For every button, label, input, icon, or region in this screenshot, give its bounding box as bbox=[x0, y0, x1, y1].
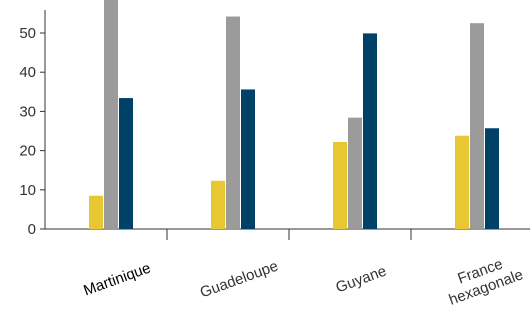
y-tick-label: 50 bbox=[19, 25, 36, 42]
bar-2-martinique bbox=[104, 0, 118, 229]
x-category-label: Martinique bbox=[81, 260, 153, 300]
bar-1-guyane bbox=[333, 141, 347, 229]
bar-1-martinique bbox=[89, 195, 103, 229]
x-category-label: Guyane bbox=[334, 262, 389, 296]
y-tick-label: 30 bbox=[19, 103, 36, 120]
y-tick-label: 40 bbox=[19, 64, 36, 81]
bar-1-guadeloupe bbox=[211, 180, 225, 229]
bar-2-france-hexagonale bbox=[470, 23, 484, 229]
x-category-label: Guadeloupe bbox=[198, 258, 281, 302]
y-axis-ticks: 0 10 20 30 40 50 bbox=[19, 25, 45, 238]
x-category-label-line: Martinique bbox=[81, 260, 153, 300]
y-tick-label: 0 bbox=[28, 221, 36, 238]
bar-2-guyane bbox=[348, 117, 362, 229]
y-tick-label: 10 bbox=[19, 182, 36, 199]
chart-bars bbox=[89, 0, 499, 229]
x-category-label-line: Guadeloupe bbox=[198, 258, 281, 302]
x-category-label-line: Guyane bbox=[334, 262, 389, 296]
bar-3-france-hexagonale bbox=[485, 128, 499, 229]
bar-2-guadeloupe bbox=[226, 16, 240, 229]
bar-3-guyane bbox=[363, 33, 377, 229]
bar-1-france-hexagonale bbox=[455, 135, 469, 229]
bar-3-martinique bbox=[119, 98, 133, 229]
x-axis-labels: Martinique Guadeloupe Guyane Francehexagona… bbox=[81, 256, 526, 309]
y-tick-label: 20 bbox=[19, 143, 36, 160]
bar-3-guadeloupe bbox=[241, 89, 255, 229]
